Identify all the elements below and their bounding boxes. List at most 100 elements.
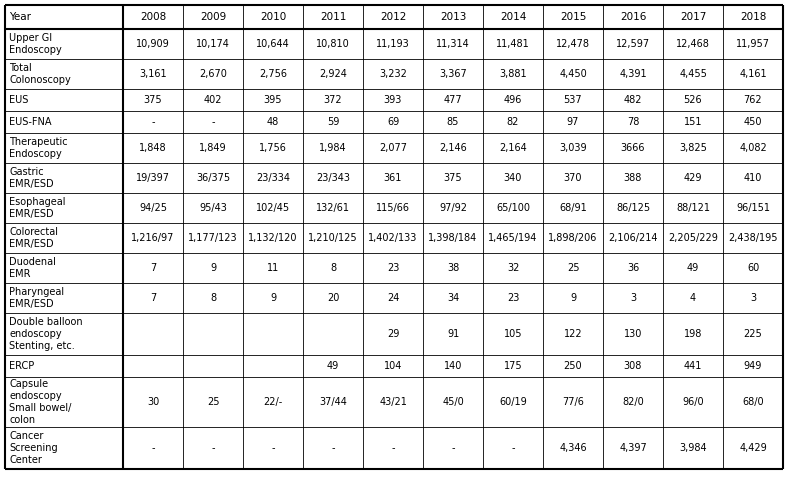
Bar (663, 5, 723, 29)
Text: 402: 402 (204, 95, 222, 105)
Text: 45/0: 45/0 (442, 397, 464, 407)
Bar (543, 163, 603, 193)
Text: 12,597: 12,597 (616, 39, 650, 49)
Text: 1,848: 1,848 (139, 143, 167, 153)
Text: 393: 393 (384, 95, 402, 105)
Bar (5, 193, 123, 223)
Bar (303, 133, 363, 163)
Bar (303, 193, 363, 223)
Text: 198: 198 (684, 329, 702, 339)
Bar (183, 111, 243, 133)
Text: 410: 410 (744, 173, 762, 183)
Text: 4,397: 4,397 (619, 443, 647, 453)
Bar (123, 377, 183, 427)
Bar (663, 377, 723, 427)
Text: 96/0: 96/0 (682, 397, 704, 407)
Text: 49: 49 (687, 263, 699, 273)
Text: 105: 105 (504, 329, 522, 339)
Text: Therapeutic
Endoscopy: Therapeutic Endoscopy (9, 137, 68, 159)
Text: 10,909: 10,909 (136, 39, 170, 49)
Bar (123, 193, 183, 223)
Bar (483, 59, 543, 89)
Bar (543, 193, 603, 223)
Text: 1,216/97: 1,216/97 (131, 233, 174, 243)
Bar (423, 89, 483, 111)
Text: Colorectal
EMR/ESD: Colorectal EMR/ESD (9, 227, 58, 249)
Text: 1,984: 1,984 (319, 143, 347, 153)
Text: 482: 482 (624, 95, 642, 105)
Text: 4,346: 4,346 (559, 443, 587, 453)
Bar (183, 59, 243, 89)
Bar (303, 89, 363, 111)
Text: 3,039: 3,039 (559, 143, 587, 153)
Text: 2,146: 2,146 (439, 143, 467, 153)
Bar (363, 223, 423, 253)
Text: 2017: 2017 (680, 12, 706, 22)
Bar (5, 223, 123, 253)
Bar (363, 283, 423, 313)
Bar (123, 29, 183, 59)
Bar (663, 193, 723, 223)
Text: 8: 8 (210, 293, 216, 303)
Text: 38: 38 (447, 263, 459, 273)
Text: 34: 34 (447, 293, 459, 303)
Bar (723, 133, 783, 163)
Bar (483, 133, 543, 163)
Text: 370: 370 (564, 173, 582, 183)
Bar (243, 377, 303, 427)
Bar (423, 163, 483, 193)
Bar (123, 427, 183, 469)
Text: 130: 130 (624, 329, 642, 339)
Bar (483, 377, 543, 427)
Bar (303, 253, 363, 283)
Text: 2014: 2014 (500, 12, 526, 22)
Text: 375: 375 (144, 95, 162, 105)
Text: 4: 4 (690, 293, 696, 303)
Text: 175: 175 (504, 361, 522, 371)
Text: 526: 526 (684, 95, 702, 105)
Text: -: - (451, 443, 454, 453)
Text: 30: 30 (147, 397, 159, 407)
Text: 496: 496 (504, 95, 522, 105)
Bar (723, 223, 783, 253)
Text: 23: 23 (507, 293, 519, 303)
Bar (303, 59, 363, 89)
Text: 4,429: 4,429 (739, 443, 767, 453)
Text: 91: 91 (447, 329, 459, 339)
Text: 308: 308 (624, 361, 642, 371)
Text: 1,756: 1,756 (259, 143, 287, 153)
Bar (5, 59, 123, 89)
Bar (5, 377, 123, 427)
Bar (243, 355, 303, 377)
Text: 2,438/195: 2,438/195 (728, 233, 778, 243)
Text: 59: 59 (327, 117, 339, 127)
Bar (5, 427, 123, 469)
Bar (483, 355, 543, 377)
Text: Cancer
Screening
Center: Cancer Screening Center (9, 431, 58, 465)
Bar (723, 193, 783, 223)
Bar (543, 355, 603, 377)
Text: 88/121: 88/121 (676, 203, 710, 213)
Text: 94/25: 94/25 (139, 203, 167, 213)
Text: 36/375: 36/375 (196, 173, 230, 183)
Text: 10,810: 10,810 (316, 39, 350, 49)
Text: 49: 49 (327, 361, 339, 371)
Bar (723, 89, 783, 111)
Bar (423, 355, 483, 377)
Bar (183, 193, 243, 223)
Text: 12,468: 12,468 (676, 39, 710, 49)
Bar (183, 89, 243, 111)
Text: 68/91: 68/91 (559, 203, 587, 213)
Text: 4,391: 4,391 (619, 69, 647, 79)
Bar (423, 223, 483, 253)
Bar (543, 89, 603, 111)
Text: 78: 78 (627, 117, 639, 127)
Text: 151: 151 (684, 117, 702, 127)
Bar (663, 89, 723, 111)
Bar (363, 427, 423, 469)
Text: 4,082: 4,082 (739, 143, 767, 153)
Text: Total
Colonoscopy: Total Colonoscopy (9, 63, 70, 85)
Bar (183, 377, 243, 427)
Bar (423, 253, 483, 283)
Text: 115/66: 115/66 (376, 203, 410, 213)
